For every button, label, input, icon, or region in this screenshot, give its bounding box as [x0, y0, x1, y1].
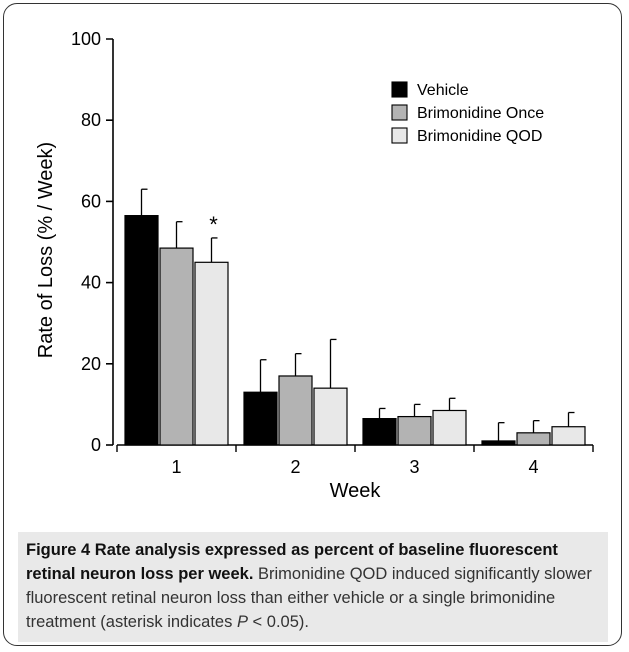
- y-tick-label: 60: [81, 191, 101, 211]
- caption-body: Brimonidine QOD induced significantly sl…: [26, 565, 592, 631]
- bar-3: [432, 409, 467, 446]
- bar-1: [124, 215, 159, 446]
- x-tick-label: 1: [171, 457, 181, 477]
- figure-frame: 0 20 40 60 80 100 Rate of Loss (% / Week) 1 2 3 4 W…: [3, 3, 622, 646]
- caption-body-end: < 0.05).: [252, 613, 309, 631]
- bar-3: [551, 426, 586, 446]
- x-tick-label: 3: [409, 457, 419, 477]
- x-axis-label: Week: [330, 480, 382, 502]
- legend-swatch: [391, 81, 408, 98]
- bar-chart: 0 20 40 60 80 100 Rate of Loss (% / Week) 1 2 3 4 W…: [35, 29, 594, 502]
- y-tick-label: 20: [81, 354, 101, 374]
- bar-1: [481, 440, 516, 446]
- legend-label: Brimonidine Once: [417, 105, 544, 122]
- bar-2: [516, 432, 551, 446]
- significance-asterisk: *: [209, 212, 218, 237]
- figure-caption: Figure 4 Rate analysis expressed as perc…: [18, 532, 608, 642]
- bar-2: [397, 415, 432, 446]
- caption-p-symbol: P: [236, 613, 248, 631]
- x-tick-label: 4: [528, 457, 538, 477]
- bar-3: [313, 387, 348, 446]
- caption-figure-label: Figure 4: [26, 541, 91, 559]
- legend-swatch: [391, 127, 408, 144]
- y-tick-label: 100: [71, 29, 101, 49]
- y-tick-label: 0: [91, 435, 101, 455]
- bar-1: [362, 418, 397, 446]
- y-tick-label: 40: [81, 273, 101, 293]
- legend-label: Vehicle: [417, 82, 469, 99]
- bar-2: [278, 375, 313, 446]
- bar-3: [194, 261, 229, 446]
- bar-2: [159, 247, 194, 446]
- y-axis-label: Rate of Loss (% / Week): [35, 142, 57, 358]
- y-tick-label: 80: [81, 110, 101, 130]
- bar-1: [243, 391, 278, 446]
- legend-label: Brimonidine QOD: [417, 128, 542, 145]
- legend-swatch: [391, 104, 408, 121]
- caption-title: Rate analysis expressed as percent of ba…: [26, 541, 558, 583]
- x-tick-label: 2: [290, 457, 300, 477]
